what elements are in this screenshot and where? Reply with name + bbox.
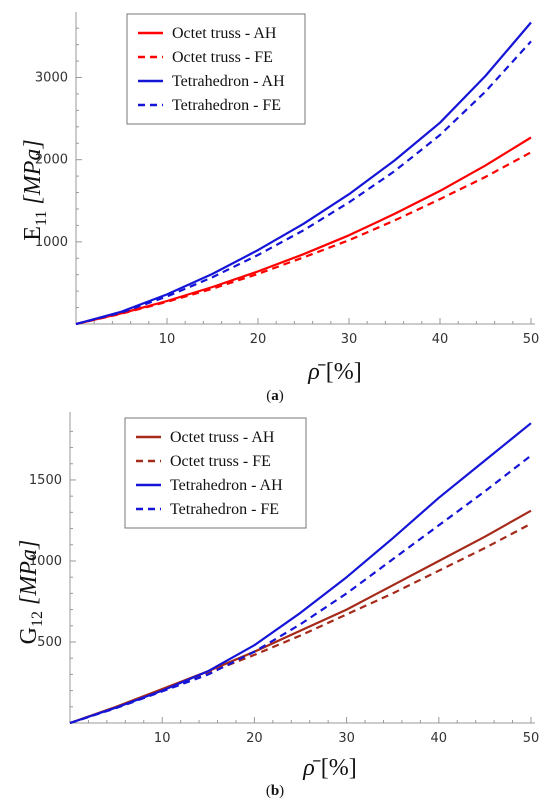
x-tick-label: 50 — [523, 731, 540, 746]
x-axis-label: ρ̄ [%] — [307, 359, 362, 385]
y-tick-label: 3000 — [35, 71, 68, 86]
legend-label: Octet truss - AH — [172, 25, 277, 42]
x-tick-label: 10 — [159, 332, 176, 347]
series-line-octet-truss-fe — [75, 151, 532, 326]
y-tick-label: 1000 — [29, 554, 62, 569]
x-tick-label: 50 — [523, 332, 540, 347]
series-line-tetrahedron-ah — [69, 422, 532, 725]
legend-label: Tetrahedron - AH — [170, 477, 283, 494]
x-tick-label: 20 — [246, 731, 263, 746]
legend-label: Tetrahedron - FE — [170, 501, 279, 518]
legend-label: Tetrahedron - AH — [172, 73, 285, 90]
legend: Octet truss - AH Octet truss - FE Tetrahed… — [124, 417, 307, 529]
legend: Octet truss - AH Octet truss - FE Tetrahed… — [126, 13, 306, 125]
y-axis-label: E11[MPa] — [20, 139, 50, 240]
figure-caption: (b) — [266, 783, 284, 799]
y-tick-label: 1500 — [29, 473, 62, 488]
x-axis-label: ρ̄ [%] — [302, 755, 357, 781]
x-tick-label: 10 — [154, 731, 171, 746]
series-line-tetrahedron-ah — [75, 21, 532, 326]
x-tick-label: 30 — [341, 332, 358, 347]
x-tick-label: 30 — [338, 731, 355, 746]
series-line-tetrahedron-fe — [75, 40, 532, 326]
x-tick-label: 40 — [432, 332, 449, 347]
legend-label: Tetrahedron - FE — [172, 97, 281, 114]
legend-label: Octet truss - AH — [170, 429, 275, 446]
y-axis-label: G12[MPa] — [16, 540, 46, 645]
series-line-octet-truss-ah — [69, 509, 532, 725]
y-tick-label: 1000 — [35, 235, 68, 250]
y-tick-label: 2000 — [35, 153, 68, 168]
x-tick-label: 40 — [431, 731, 448, 746]
y-tick-label: 500 — [37, 635, 62, 650]
series-line-octet-truss-fe — [69, 522, 532, 725]
figure-caption: (a) — [266, 388, 284, 404]
x-tick-label: 20 — [250, 332, 267, 347]
legend-label: Octet truss - FE — [170, 453, 271, 470]
legend-label: Octet truss - FE — [172, 49, 273, 66]
